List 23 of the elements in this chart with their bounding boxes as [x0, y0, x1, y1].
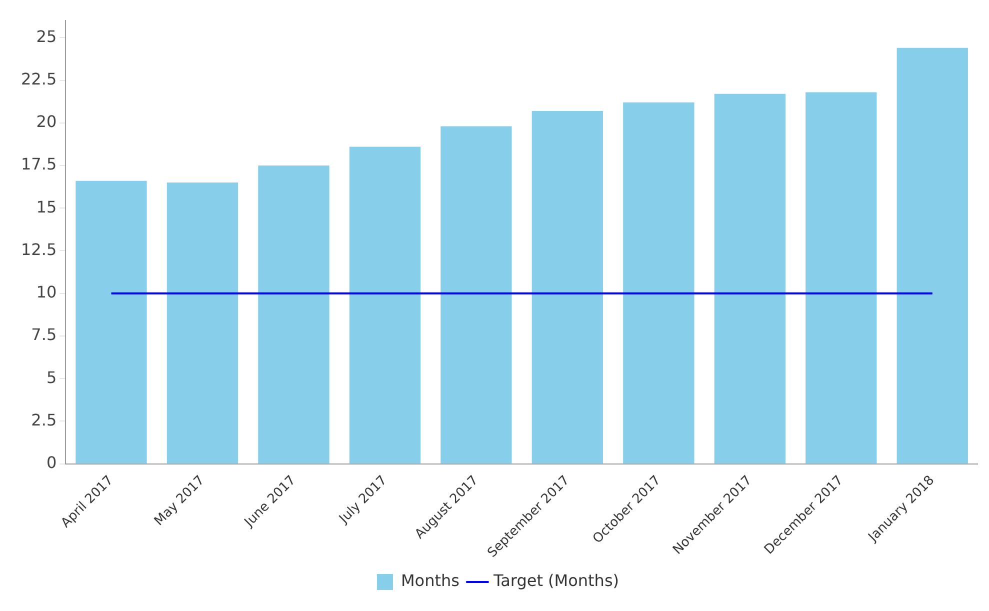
bar [806, 92, 877, 464]
bar [76, 180, 147, 464]
y-tick-label: 10 [36, 282, 57, 302]
y-tick-label: 12.5 [21, 240, 57, 259]
bar [714, 94, 786, 464]
bar [258, 166, 330, 464]
y-tick-label: 7.5 [31, 325, 57, 344]
y-tick-label: 17.5 [21, 154, 57, 174]
y-tick-label: 5 [46, 368, 57, 387]
y-tick-label: 20 [36, 112, 57, 132]
bar [532, 110, 604, 464]
bar [623, 102, 694, 464]
legend-label: Target (Months) [492, 571, 620, 590]
bar [440, 126, 512, 464]
bar [896, 48, 968, 464]
legend-label: Months [400, 571, 460, 590]
y-tick-label: 15 [36, 197, 57, 216]
y-tick-label: 22.5 [21, 69, 57, 88]
bar [166, 182, 238, 464]
y-tick-label: 0 [46, 453, 57, 472]
bar [349, 146, 421, 464]
y-tick-label: 2.5 [31, 410, 57, 430]
y-tick-label: 25 [36, 26, 57, 46]
